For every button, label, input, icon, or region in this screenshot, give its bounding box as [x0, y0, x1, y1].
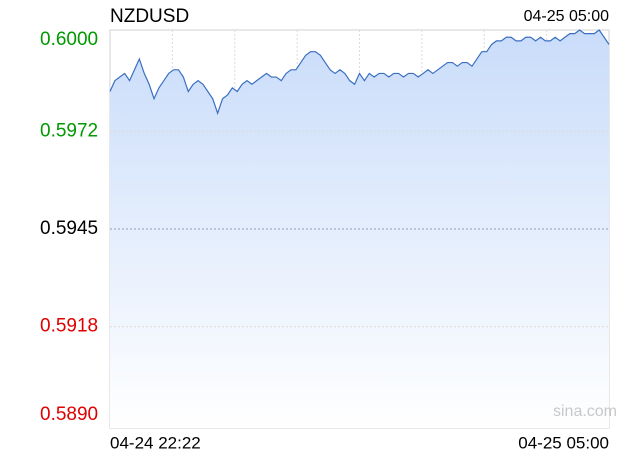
price-line — [109, 29, 610, 116]
y-tick-label: 0.5945 — [40, 218, 98, 239]
chart-title: NZDUSD — [110, 6, 189, 27]
current-time: 04-25 05:00 — [524, 8, 610, 25]
y-tick-label: 0.5890 — [40, 404, 98, 425]
x-tick-label: 04-24 22:22 — [110, 433, 201, 452]
y-tick-label: 0.5972 — [40, 120, 98, 141]
y-tick-label: 0.5918 — [40, 316, 98, 337]
watermark: sina.com — [553, 403, 617, 420]
y-tick-label: 0.6000 — [40, 29, 98, 50]
x-tick-label: 04-25 05:00 — [518, 433, 609, 452]
